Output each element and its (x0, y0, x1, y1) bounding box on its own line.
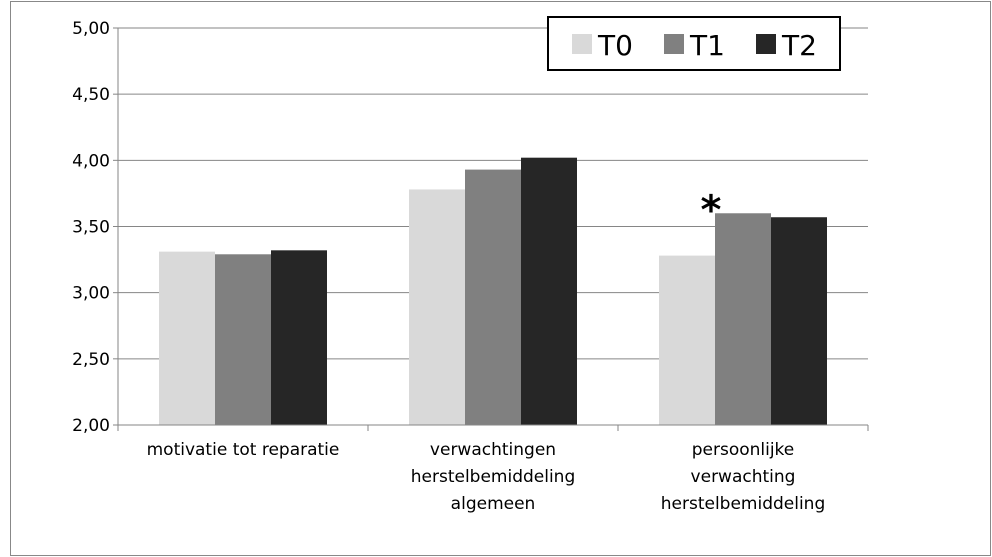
bar (271, 250, 327, 425)
legend-box (547, 16, 841, 71)
bar (521, 157, 577, 426)
annotation: * (701, 187, 722, 233)
y-tick-label: 4,00 (72, 151, 110, 171)
x-tick-label-line: herstelbemiddeling (661, 494, 826, 514)
bar (659, 255, 715, 425)
bar (715, 213, 771, 425)
x-tick-label-line: verwachting (691, 467, 796, 487)
x-tick-label: persoonlijke verwachting herstelbemiddelin… (661, 440, 826, 514)
x-tick-label-line: herstelbemiddeling (411, 467, 576, 487)
bar (771, 217, 827, 425)
legend-swatch (572, 34, 592, 54)
y-tick-label: 3,50 (72, 218, 110, 238)
legend-label: T2 (781, 29, 817, 62)
legend-label: T0 (597, 29, 633, 62)
bar (215, 254, 271, 425)
legend-swatch (756, 34, 776, 54)
x-tick-label-line: algemeen (451, 494, 536, 514)
x-tick-label: verwachtingen herstelbemiddeling algemeen (411, 440, 576, 514)
x-tick-label-line: verwachtingen (430, 440, 556, 460)
y-tick-label: 5,00 (72, 19, 110, 39)
bar (409, 189, 465, 425)
x-tick-label-line: persoonlijke (692, 440, 795, 460)
x-tick-label: motivatie tot reparatie (147, 440, 340, 460)
legend-swatch (664, 34, 684, 54)
y-tick-label: 2,00 (72, 416, 110, 436)
bar (159, 251, 215, 425)
y-tick-label: 3,00 (72, 284, 110, 304)
y-tick-label: 2,50 (72, 350, 110, 370)
legend-label: T1 (689, 29, 725, 62)
y-tick-label: 4,50 (72, 85, 110, 105)
bar (465, 169, 521, 425)
